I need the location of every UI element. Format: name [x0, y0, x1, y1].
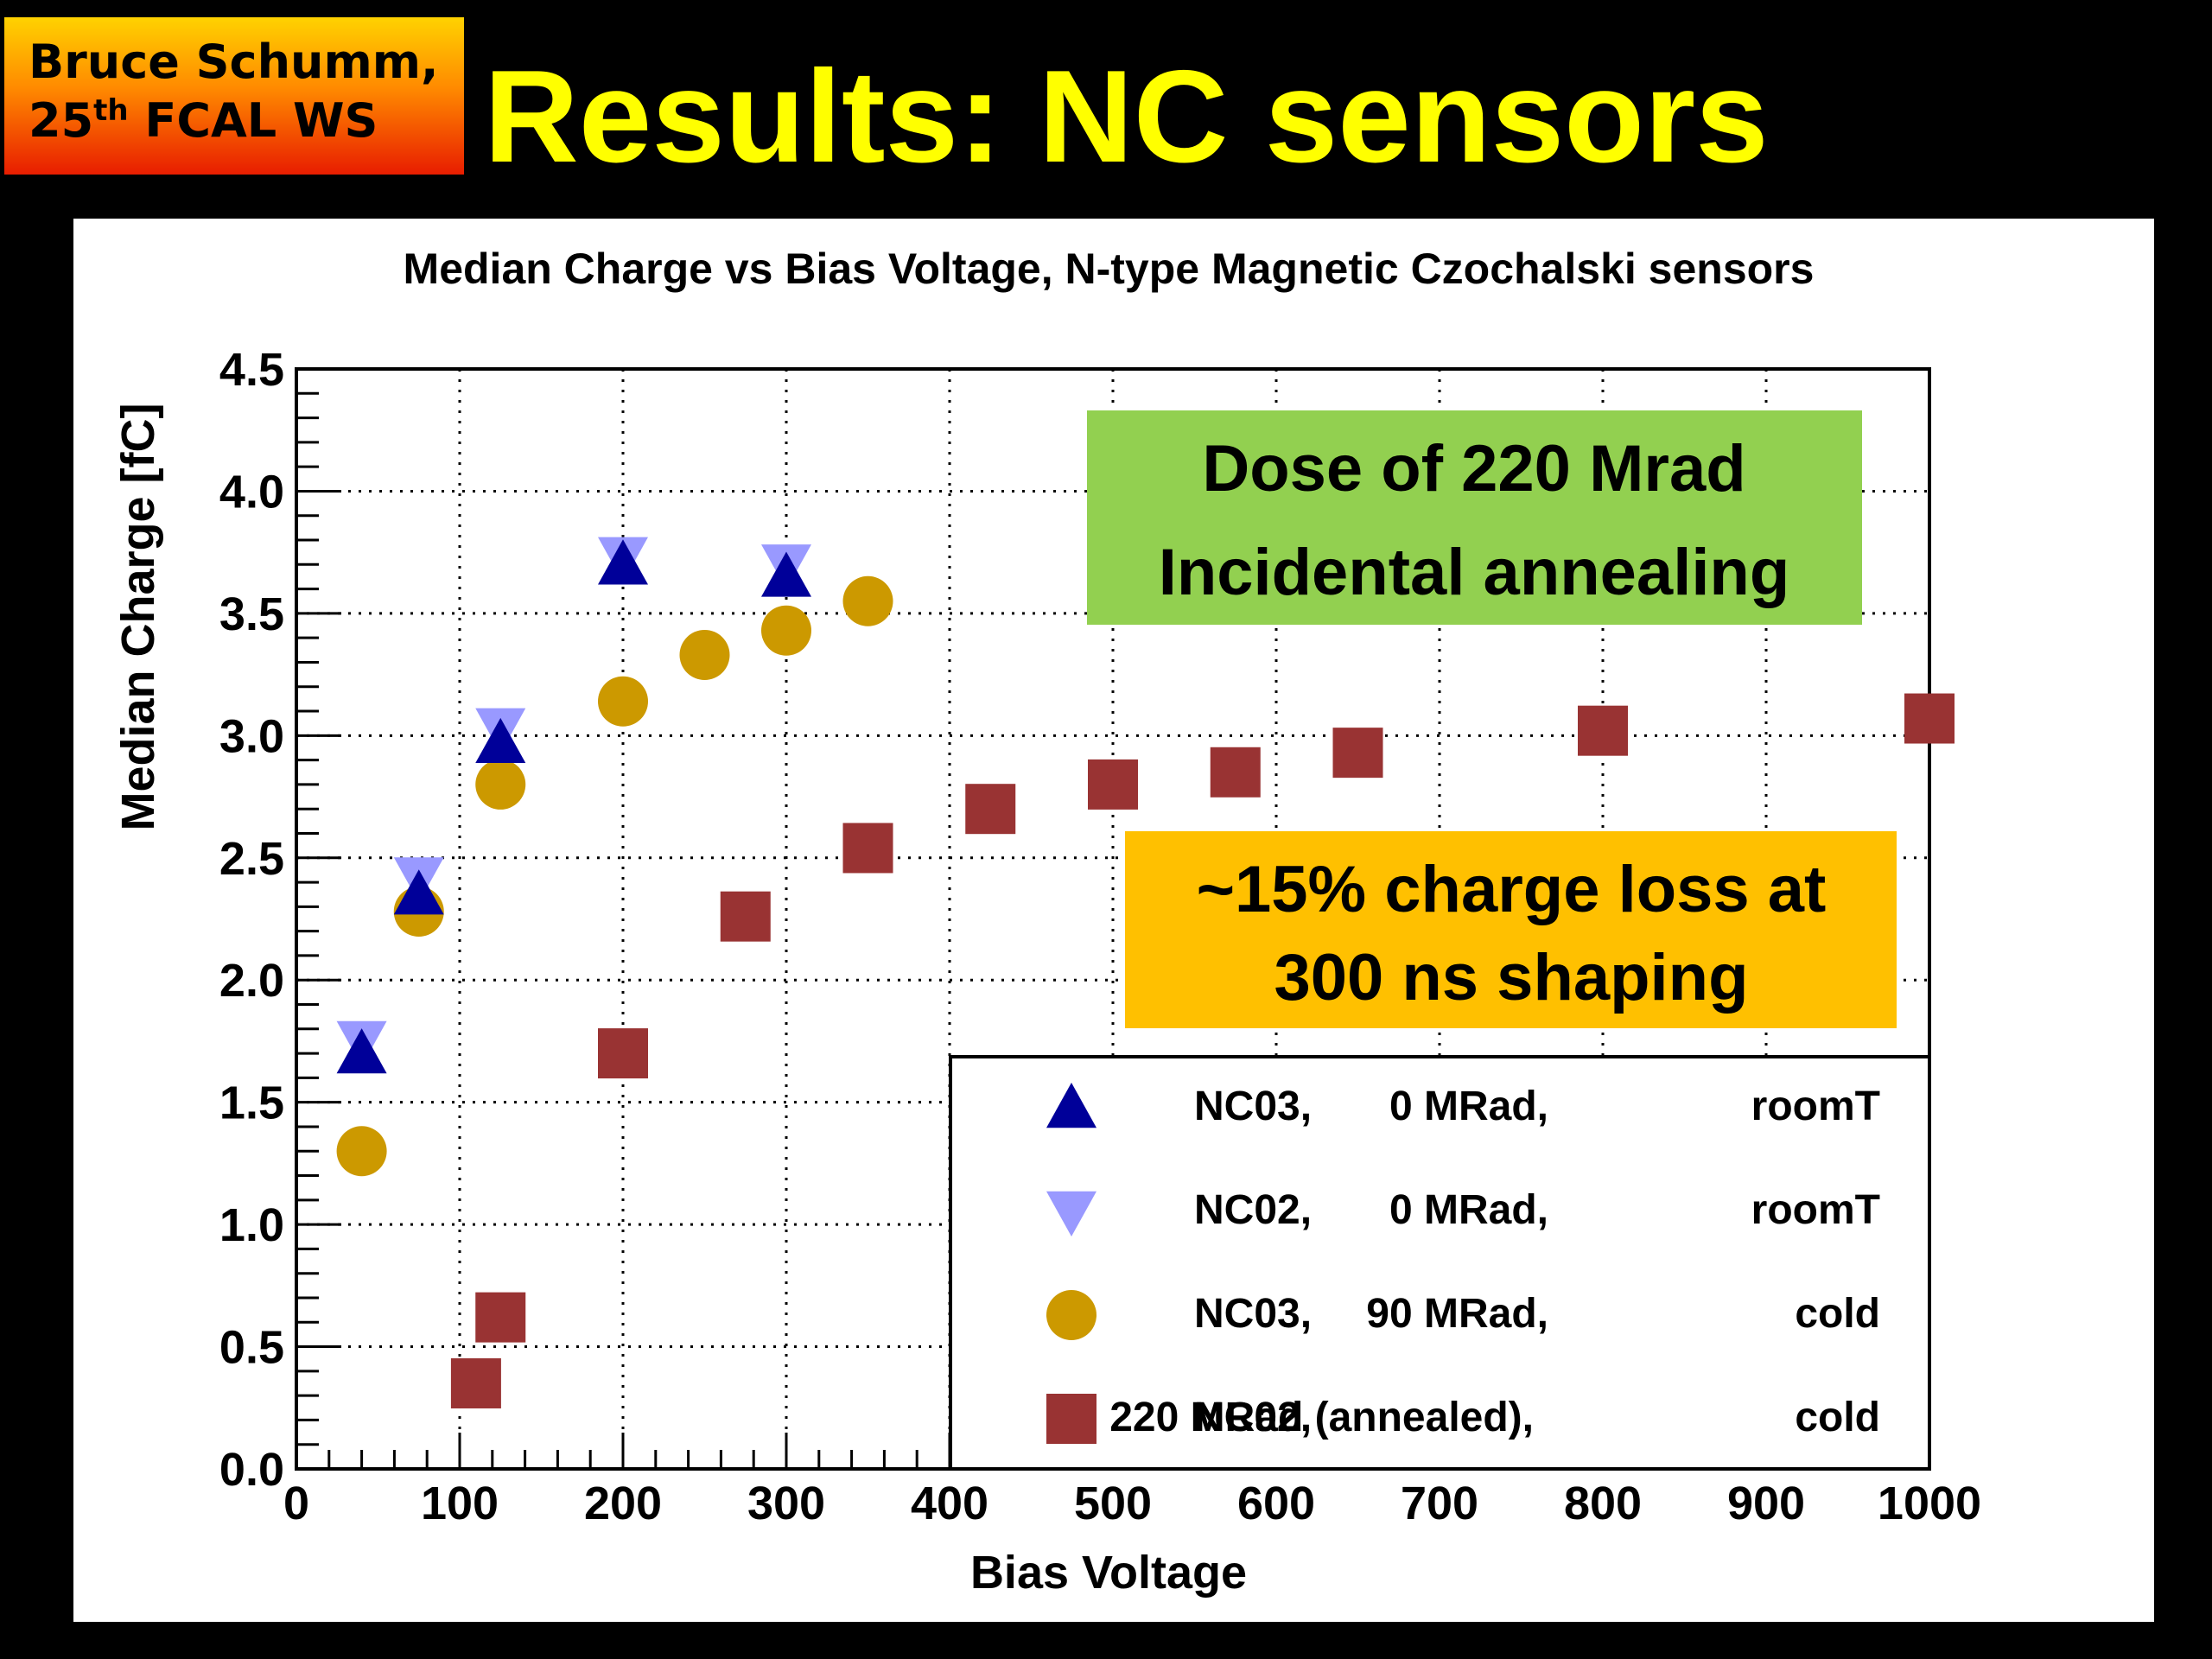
legend-condition-2: roomT [1751, 1187, 1880, 1233]
data-point-triangle-up [761, 551, 811, 597]
data-point-square [965, 784, 1016, 835]
chart-title: Median Charge vs Bias Voltage, N-type Ma… [404, 245, 1815, 293]
data-point-square [842, 823, 893, 874]
y-axis-label: Median Charge [fC] [112, 403, 164, 830]
legend-marker-triangle-up [1046, 1083, 1096, 1128]
legend-condition-3: cold [1795, 1291, 1880, 1337]
workshop-label: FCAL WS [128, 93, 378, 148]
dose-annotation-box [1087, 410, 1862, 625]
data-point-square [720, 891, 771, 942]
data-point-square [450, 1357, 501, 1408]
data-point-circle [842, 575, 893, 626]
legend-dose-1: 0 MRad, [1389, 1084, 1548, 1129]
loss-annotation-line1: ~15% charge loss at [1197, 853, 1827, 926]
x-axis-label: Bias Voltage [970, 1547, 1247, 1599]
data-point-square [475, 1292, 526, 1343]
data-point-square [598, 1028, 648, 1079]
legend-marker-circle [1046, 1290, 1096, 1340]
x-tick-label: 100 [421, 1478, 499, 1529]
data-point-square [1578, 705, 1628, 756]
x-tick-label: 200 [584, 1478, 662, 1529]
legend-condition-4: cold [1795, 1395, 1880, 1440]
data-point-square [1904, 693, 1955, 744]
data-point-circle [598, 676, 648, 727]
y-tick-label: 1.0 [219, 1199, 284, 1251]
data-point-circle [679, 629, 730, 680]
y-tick-label: 3.0 [219, 710, 284, 762]
x-tick-label: 800 [1564, 1478, 1642, 1529]
legend-dose-3: 90 MRad, [1366, 1291, 1548, 1337]
author-name: Bruce Schumm, [29, 35, 439, 89]
y-tick-label: 2.5 [219, 833, 284, 885]
x-tick-label: 0 [283, 1478, 309, 1529]
data-point-triangle-up [598, 539, 648, 585]
legend-sample-2: NC02, [1194, 1187, 1312, 1233]
data-markers [336, 537, 1955, 1408]
data-point-square [1332, 728, 1383, 779]
loss-annotation-box [1125, 831, 1897, 1028]
legend-dose-2: 0 MRad, [1389, 1187, 1548, 1233]
y-tick-label: 0.5 [219, 1322, 284, 1374]
legend-sample-4: NC02, [1194, 1395, 1312, 1440]
data-point-circle [761, 605, 811, 656]
y-tick-label: 2.0 [219, 955, 284, 1007]
x-tick-label: 300 [747, 1478, 825, 1529]
dose-annotation-line2: Incidental annealing [1159, 536, 1790, 609]
y-tick-label: 0.0 [219, 1444, 284, 1496]
x-tick-label: 1000 [1878, 1478, 1981, 1529]
y-tick-label: 4.5 [219, 344, 284, 396]
data-point-square [1210, 747, 1261, 798]
x-tick-label: 900 [1727, 1478, 1805, 1529]
legend: NC03, 0 MRad, roomT NC02, 0 MRad, roomT … [949, 1055, 1931, 1471]
x-tick-label: 700 [1401, 1478, 1478, 1529]
x-tick-label: 600 [1237, 1478, 1315, 1529]
legend-condition-1: roomT [1751, 1084, 1880, 1129]
loss-annotation-line2: 300 ns shaping [1274, 941, 1748, 1014]
legend-dose-4: 220 MRad (annealed), [1109, 1395, 1534, 1440]
dose-annotation-line1: Dose of 220 Mrad [1202, 432, 1745, 505]
data-point-triangle-up [393, 869, 444, 915]
workshop-ordinal: th [93, 93, 129, 128]
data-point-circle [336, 1126, 387, 1177]
x-tick-label: 400 [911, 1478, 988, 1529]
legend-sample-1: NC03, [1194, 1084, 1312, 1129]
data-point-square [1088, 759, 1138, 810]
legend-marker-triangle-down [1046, 1191, 1096, 1236]
workshop-name: 25th FCAL WS [29, 92, 464, 150]
workshop-number: 25 [29, 93, 94, 148]
data-point-circle [475, 759, 526, 810]
legend-sample-3: NC03, [1194, 1291, 1312, 1337]
author-box: Bruce Schumm, 25th FCAL WS [4, 17, 464, 175]
x-tick-label: 500 [1074, 1478, 1152, 1529]
y-tick-label: 4.0 [219, 466, 284, 518]
y-tick-label: 1.5 [219, 1077, 284, 1129]
slide-title: Results: NC sensors [484, 43, 1769, 190]
data-point-triangle-up [336, 1028, 387, 1074]
y-tick-label: 3.5 [219, 588, 284, 640]
legend-markers [1046, 1083, 1096, 1444]
data-point-triangle-up [475, 717, 526, 764]
legend-marker-square [1046, 1394, 1096, 1444]
legend-box [949, 1055, 1931, 1471]
